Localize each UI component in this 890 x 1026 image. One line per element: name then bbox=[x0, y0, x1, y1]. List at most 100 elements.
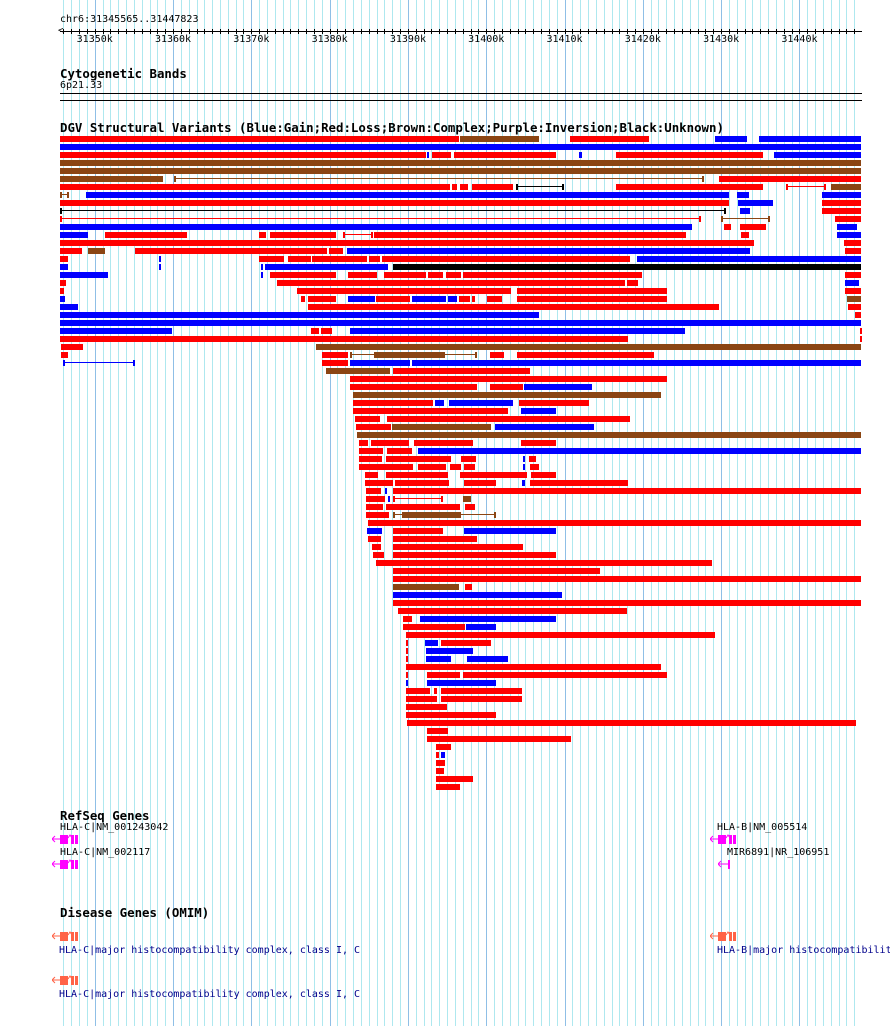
structural-variant[interactable] bbox=[60, 160, 861, 166]
structural-variant[interactable] bbox=[821, 200, 861, 206]
structural-variant[interactable] bbox=[435, 744, 451, 750]
structural-variant[interactable] bbox=[464, 504, 475, 510]
structural-variant[interactable] bbox=[301, 296, 306, 302]
structural-variant[interactable] bbox=[359, 440, 368, 446]
structural-variant[interactable] bbox=[420, 616, 556, 622]
structural-variant[interactable] bbox=[392, 488, 861, 494]
structural-variant[interactable] bbox=[392, 600, 861, 606]
structural-variant[interactable] bbox=[376, 560, 713, 566]
structural-variant[interactable] bbox=[320, 328, 332, 334]
structural-variant[interactable] bbox=[366, 504, 384, 510]
structural-variant[interactable] bbox=[308, 304, 720, 310]
structural-variant[interactable] bbox=[60, 210, 727, 211]
structural-variant[interactable] bbox=[521, 408, 556, 414]
structural-variant[interactable] bbox=[392, 264, 861, 270]
structural-variant[interactable] bbox=[406, 680, 409, 686]
structural-variant[interactable] bbox=[326, 368, 390, 374]
structural-variant[interactable] bbox=[464, 464, 475, 470]
structural-variant[interactable] bbox=[845, 288, 861, 294]
structural-variant[interactable] bbox=[441, 688, 522, 694]
structural-variant[interactable] bbox=[85, 192, 729, 198]
structural-variant[interactable] bbox=[104, 232, 187, 238]
structural-variant[interactable] bbox=[464, 584, 472, 590]
structural-variant[interactable] bbox=[349, 354, 377, 355]
structural-variant[interactable] bbox=[265, 264, 389, 270]
structural-variant[interactable] bbox=[441, 696, 522, 702]
structural-variant[interactable] bbox=[836, 224, 858, 230]
structural-variant[interactable] bbox=[384, 272, 426, 278]
structural-variant[interactable] bbox=[60, 232, 89, 238]
structural-variant[interactable] bbox=[60, 264, 68, 270]
structural-variant[interactable] bbox=[371, 544, 382, 550]
mir6891-gene-icon[interactable] bbox=[718, 859, 732, 870]
structural-variant[interactable] bbox=[329, 248, 343, 254]
structural-variant[interactable] bbox=[435, 768, 444, 774]
structural-variant[interactable] bbox=[579, 152, 583, 158]
structural-variant[interactable] bbox=[391, 424, 491, 430]
structural-variant[interactable] bbox=[269, 232, 336, 238]
structural-variant[interactable] bbox=[352, 400, 433, 406]
structural-variant[interactable] bbox=[459, 296, 471, 302]
structural-variant[interactable] bbox=[365, 472, 378, 478]
structural-variant[interactable] bbox=[471, 296, 475, 302]
structural-variant[interactable] bbox=[258, 232, 266, 238]
structural-variant[interactable] bbox=[723, 224, 732, 230]
structural-variant[interactable] bbox=[846, 296, 861, 302]
structural-variant[interactable] bbox=[60, 194, 69, 195]
structural-variant[interactable] bbox=[452, 184, 457, 190]
structural-variant[interactable] bbox=[406, 664, 662, 670]
structural-variant[interactable] bbox=[428, 272, 443, 278]
structural-variant[interactable] bbox=[60, 296, 65, 302]
structural-variant[interactable] bbox=[522, 464, 526, 470]
structural-variant[interactable] bbox=[739, 224, 767, 230]
structural-variant[interactable] bbox=[413, 440, 473, 446]
structural-variant[interactable] bbox=[261, 272, 264, 278]
refseq-gene-label[interactable]: HLA-C|NM_001243042 bbox=[60, 822, 169, 833]
structural-variant[interactable] bbox=[489, 352, 504, 358]
structural-variant[interactable] bbox=[60, 240, 754, 246]
structural-variant[interactable] bbox=[276, 280, 626, 286]
structural-variant[interactable] bbox=[831, 184, 861, 190]
structural-variant[interactable] bbox=[435, 752, 439, 758]
hla-b-gene-icon[interactable] bbox=[710, 834, 746, 845]
structural-variant[interactable] bbox=[392, 568, 601, 574]
structural-variant[interactable] bbox=[355, 416, 381, 422]
structural-variant[interactable] bbox=[737, 192, 750, 198]
structural-variant[interactable] bbox=[427, 680, 497, 686]
structural-variant[interactable] bbox=[517, 288, 667, 294]
structural-variant[interactable] bbox=[467, 656, 508, 662]
structural-variant[interactable] bbox=[349, 328, 685, 334]
structural-variant[interactable] bbox=[406, 688, 431, 694]
structural-variant[interactable] bbox=[356, 432, 861, 438]
structural-variant[interactable] bbox=[60, 320, 861, 326]
structural-variant[interactable] bbox=[739, 208, 750, 214]
structural-variant[interactable] bbox=[441, 752, 446, 758]
structural-variant[interactable] bbox=[449, 400, 514, 406]
structural-variant[interactable] bbox=[406, 656, 409, 662]
hla-c-gene-icon[interactable] bbox=[52, 859, 88, 870]
structural-variant[interactable] bbox=[464, 528, 556, 534]
structural-variant[interactable] bbox=[412, 360, 861, 366]
structural-variant[interactable] bbox=[569, 136, 649, 142]
structural-variant[interactable] bbox=[466, 624, 497, 630]
structural-variant[interactable] bbox=[367, 520, 861, 526]
structural-variant[interactable] bbox=[60, 152, 426, 158]
structural-variant[interactable] bbox=[435, 784, 461, 790]
structural-variant[interactable] bbox=[529, 456, 537, 462]
structural-variant[interactable] bbox=[308, 296, 336, 302]
structural-variant[interactable] bbox=[60, 176, 164, 182]
structural-variant[interactable] bbox=[349, 384, 478, 390]
structural-variant[interactable] bbox=[60, 272, 108, 278]
structural-variant[interactable] bbox=[427, 736, 572, 742]
structural-variant[interactable] bbox=[449, 464, 461, 470]
structural-variant[interactable] bbox=[60, 224, 692, 230]
structural-variant[interactable] bbox=[297, 288, 511, 294]
structural-variant[interactable] bbox=[392, 536, 478, 542]
structural-variant[interactable] bbox=[60, 248, 82, 254]
structural-variant[interactable] bbox=[531, 472, 556, 478]
structural-variant[interactable] bbox=[349, 376, 667, 382]
structural-variant[interactable] bbox=[785, 186, 826, 187]
structural-variant[interactable] bbox=[446, 272, 461, 278]
structural-variant[interactable] bbox=[435, 760, 446, 766]
structural-variant[interactable] bbox=[460, 472, 527, 478]
